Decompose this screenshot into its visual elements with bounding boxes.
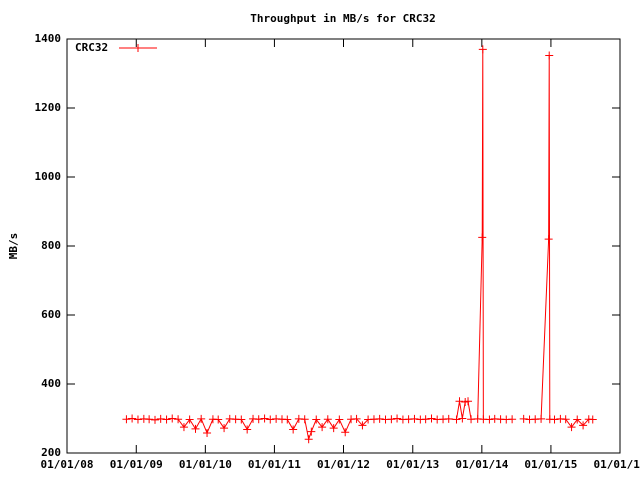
point-marker <box>458 414 467 423</box>
point-marker <box>485 415 494 424</box>
point-marker <box>573 415 582 424</box>
point-marker <box>254 415 263 424</box>
point-marker <box>214 415 223 424</box>
point-marker <box>550 415 559 424</box>
point-marker <box>588 415 597 424</box>
point-marker <box>289 425 298 434</box>
legend-label: CRC32 <box>75 41 108 54</box>
y-tick-label: 1000 <box>35 170 62 183</box>
point-marker <box>260 414 269 423</box>
data-line <box>523 55 593 428</box>
point-marker <box>168 414 177 423</box>
point-marker <box>145 415 154 424</box>
point-marker <box>375 414 384 423</box>
point-marker <box>561 415 570 424</box>
x-tick-label: 01/01/10 <box>179 458 232 471</box>
point-marker <box>185 415 194 424</box>
point-marker <box>162 415 171 424</box>
point-marker <box>174 415 183 424</box>
point-marker <box>197 414 206 423</box>
point-marker <box>455 397 464 406</box>
x-tick-label: 01/01/15 <box>524 458 577 471</box>
y-tick-label: 1200 <box>35 101 62 114</box>
y-tick-label: 400 <box>41 377 61 390</box>
point-marker <box>312 415 321 424</box>
point-marker <box>341 428 350 437</box>
x-tick-label: 01/01/12 <box>317 458 370 471</box>
point-marker <box>243 425 252 434</box>
point-marker <box>478 45 487 54</box>
point-marker <box>352 414 361 423</box>
point-marker <box>427 414 436 423</box>
point-marker <box>393 414 402 423</box>
point-marker <box>323 415 332 424</box>
x-tick-label: 01/01/16 <box>594 458 640 471</box>
point-marker <box>151 415 160 424</box>
point-marker <box>519 414 528 423</box>
x-tick-label: 01/01/09 <box>110 458 163 471</box>
plot-border <box>66 38 621 454</box>
point-marker <box>307 427 316 436</box>
point-marker <box>410 414 419 423</box>
point-marker <box>304 435 313 444</box>
point-marker <box>122 415 131 424</box>
point-marker <box>128 414 137 423</box>
point-marker <box>508 415 517 424</box>
point-marker <box>203 428 212 437</box>
y-tick-label: 1400 <box>35 32 62 45</box>
point-marker <box>220 424 229 433</box>
point-marker <box>133 415 142 424</box>
point-marker <box>545 51 554 60</box>
legend-swatch <box>119 44 157 52</box>
point-marker <box>444 414 453 423</box>
point-marker <box>464 397 473 406</box>
point-marker <box>156 414 165 423</box>
point-marker <box>537 414 546 423</box>
x-tick-label: 01/01/08 <box>41 458 94 471</box>
point-marker <box>579 421 588 430</box>
x-tick-label: 01/01/11 <box>248 458 301 471</box>
data-line <box>126 49 513 442</box>
point-marker <box>283 415 292 424</box>
point-marker <box>452 415 461 424</box>
y-tick-label: 600 <box>41 308 61 321</box>
point-marker <box>387 415 396 424</box>
y-tick-label: 200 <box>41 446 61 459</box>
point-marker <box>421 415 430 424</box>
point-marker <box>191 424 200 433</box>
point-marker <box>329 424 338 433</box>
point-marker <box>567 423 576 432</box>
point-marker <box>237 415 246 424</box>
x-tick-label: 01/01/13 <box>386 458 439 471</box>
point-marker <box>544 235 553 244</box>
point-marker <box>318 423 327 432</box>
y-tick-label: 800 <box>41 239 61 252</box>
point-marker <box>300 415 309 424</box>
point-marker <box>266 415 275 424</box>
point-marker <box>335 415 344 424</box>
point-marker <box>478 233 487 242</box>
y-axis-label: MB/s <box>7 233 20 260</box>
point-marker <box>179 423 188 432</box>
x-tick-label: 01/01/14 <box>455 458 508 471</box>
chart-title: Throughput in MB/s for CRC32 <box>250 12 435 25</box>
point-marker <box>358 421 367 430</box>
